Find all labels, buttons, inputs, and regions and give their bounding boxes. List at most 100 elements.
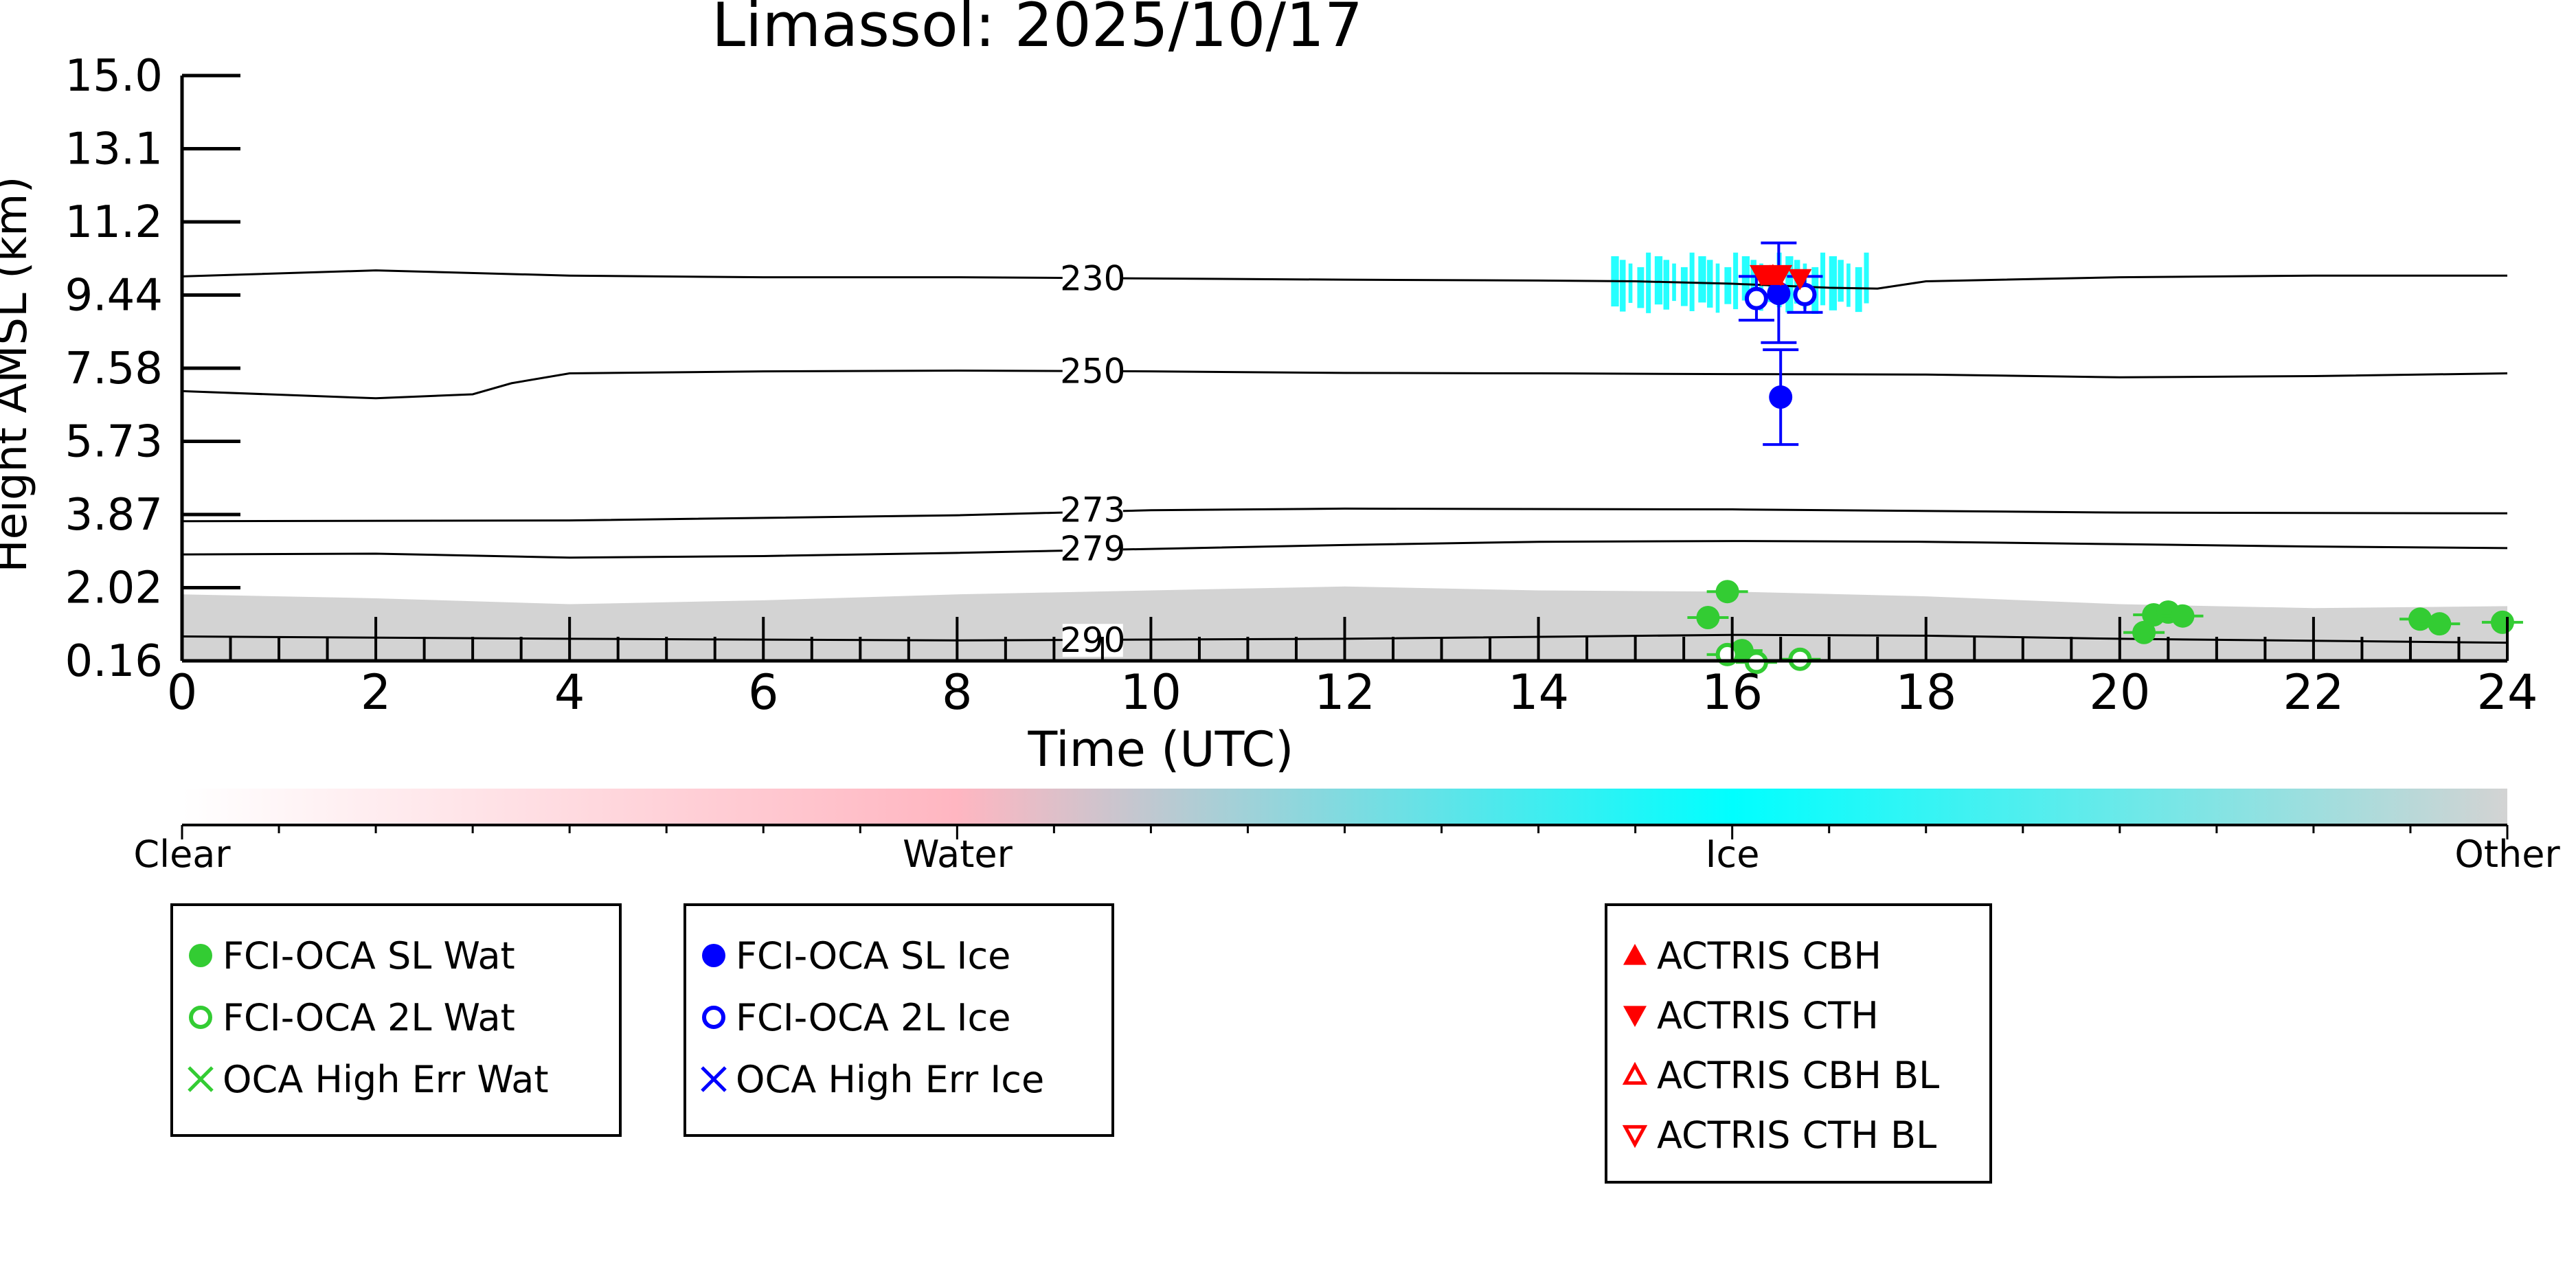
data-point xyxy=(1788,269,1812,291)
contour-label-bg xyxy=(1062,493,1123,527)
ice-streak xyxy=(1620,260,1626,312)
legend-label: FCI-OCA 2L Wat xyxy=(223,996,515,1039)
ice-streak xyxy=(1829,256,1837,310)
data-point xyxy=(2171,604,2195,628)
data-markers xyxy=(1687,241,2523,675)
x-tick-label: 0 xyxy=(167,664,198,721)
colorbar-label-ice: Ice xyxy=(1706,833,1760,876)
legend-label: ACTRIS CTH xyxy=(1657,994,1879,1037)
colorbar-label-other: Other xyxy=(2454,833,2560,876)
data-point xyxy=(1696,606,1720,630)
data-point xyxy=(1769,264,1793,286)
contour-label-bg xyxy=(1062,624,1123,657)
legend-label: FCI-OCA SL Ice xyxy=(736,934,1010,978)
x-tick-label: 16 xyxy=(1702,664,1763,721)
ice-streak xyxy=(1637,267,1645,308)
legend-label: ACTRIS CBH BL xyxy=(1657,1054,1939,1097)
legend-marker xyxy=(1622,1061,1648,1085)
legend-label: FCI-OCA SL Wat xyxy=(223,934,515,978)
chart-title: Limassol: 2025/10/17 xyxy=(712,0,1363,60)
x-tick-label: 22 xyxy=(2283,664,2344,721)
x-tick-label: 12 xyxy=(1314,664,1375,721)
ice-streak xyxy=(1855,267,1862,313)
ice-streak xyxy=(1628,263,1633,303)
ice-streak xyxy=(1733,252,1739,310)
contour-label-bg xyxy=(1062,262,1123,295)
data-point xyxy=(1769,385,1793,409)
ice-streak xyxy=(1820,252,1826,306)
legend-marker xyxy=(189,944,212,967)
ice-streak xyxy=(1838,260,1844,302)
legend-marker xyxy=(702,944,725,967)
contour-label-bg xyxy=(1062,354,1123,388)
y-tick-label: 11.2 xyxy=(65,197,163,248)
ice-streak xyxy=(1680,267,1688,306)
ice-streak xyxy=(1698,256,1706,303)
contour-label-273: 273 xyxy=(1060,490,1125,530)
legend-label: ACTRIS CTH BL xyxy=(1657,1114,1936,1157)
legend-marker xyxy=(701,1066,727,1092)
data-point xyxy=(2490,610,2514,634)
legend-label: FCI-OCA 2L Ice xyxy=(736,996,1010,1039)
ice-streak xyxy=(1759,263,1763,311)
legend-frame xyxy=(1605,903,1992,1184)
ice-streak xyxy=(1715,263,1720,313)
colorbar-gradient xyxy=(182,789,2507,825)
contour-line-250 xyxy=(182,369,2507,400)
ice-streak xyxy=(1663,260,1669,310)
data-point xyxy=(1749,264,1773,286)
ice-streak xyxy=(1750,260,1756,306)
ice-streak xyxy=(1785,256,1794,313)
legend-label: OCA High Err Ice xyxy=(736,1058,1044,1101)
legend-marker xyxy=(1623,944,1647,965)
legend-label: ACTRIS CBH xyxy=(1657,934,1882,978)
x-tick-label: 14 xyxy=(1508,664,1569,721)
legend-marker xyxy=(702,1006,725,1029)
legends: FCI-OCA SL Wat FCI-OCA 2L Wat OCA High Err… xyxy=(170,903,1992,1184)
x-tick-label: 8 xyxy=(942,664,973,721)
colorbar-label-clear: Clear xyxy=(133,833,231,876)
x-tick-label: 24 xyxy=(2476,664,2538,721)
data-point xyxy=(2428,612,2452,636)
ice-streak xyxy=(1864,252,1869,304)
y-tick-label: 0.16 xyxy=(65,636,163,687)
legend-box-3: ACTRIS CBH ACTRIS CTH ACTRIS CBH BL ACTRIS … xyxy=(1605,903,1992,1184)
data-point xyxy=(2132,620,2156,644)
legend-marker xyxy=(189,1006,212,1029)
y-tick-label: 3.87 xyxy=(65,490,163,541)
x-tick-label: 2 xyxy=(361,664,392,721)
y-tick-label: 9.44 xyxy=(65,271,163,321)
legend-label: OCA High Err Wat xyxy=(223,1058,549,1101)
x-tick-label: 6 xyxy=(748,664,779,721)
colorbar: Clear Water Ice Other xyxy=(133,789,2560,876)
y-tick-label: 13.1 xyxy=(65,124,163,175)
x-tick-label: 20 xyxy=(2089,664,2150,721)
legend-box-2: FCI-OCA SL Ice FCI-OCA 2L Ice OCA High Err… xyxy=(683,903,1114,1137)
legend-marker xyxy=(188,1066,214,1092)
contour-line-279 xyxy=(182,540,2507,559)
y-tick-label: 15.0 xyxy=(65,51,163,102)
ice-streak xyxy=(1646,252,1651,313)
legend-frame xyxy=(683,903,1114,1137)
legend-box-1: FCI-OCA SL Wat FCI-OCA 2L Wat OCA High Err… xyxy=(170,903,622,1137)
contour-label-250: 250 xyxy=(1060,352,1125,392)
legend-marker xyxy=(1622,1125,1648,1149)
contour-line-230 xyxy=(182,269,2507,290)
contour-label-230: 230 xyxy=(1060,258,1125,298)
contour-label-279: 279 xyxy=(1060,529,1125,569)
data-point xyxy=(1793,282,1817,306)
ice-streak xyxy=(1724,267,1732,304)
contour-label-bg xyxy=(1062,532,1123,566)
classification-layers xyxy=(182,252,2507,661)
y-axis-label: Height AMSL (km) xyxy=(0,177,37,573)
data-point xyxy=(2408,607,2432,631)
contour-label-290: 290 xyxy=(1060,620,1125,660)
colorbar-ticks xyxy=(181,825,2509,839)
contour-line-273 xyxy=(182,507,2507,523)
y-tick-label: 5.73 xyxy=(65,417,163,468)
x-tick-label: 4 xyxy=(554,664,585,721)
data-point xyxy=(1715,580,1739,604)
